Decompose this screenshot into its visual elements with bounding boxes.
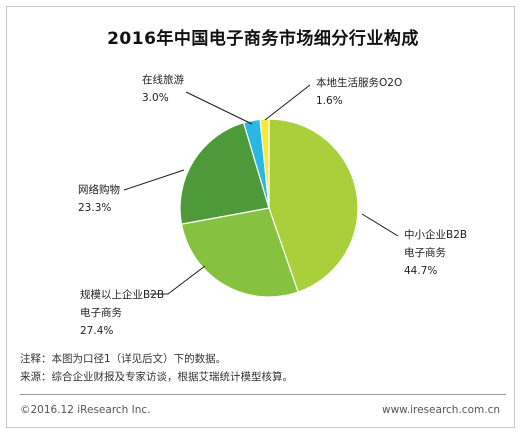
slice-category-label: 网络购物: [78, 183, 120, 196]
leader-line: [150, 265, 206, 295]
slice-category-label: 本地生活服务O2O: [316, 76, 402, 89]
slice-category-label: 电子商务: [404, 246, 446, 259]
leader-line: [264, 84, 311, 121]
website-text: www.iresearch.com.cn: [381, 404, 500, 416]
slice-category-label: 电子商务: [80, 306, 122, 319]
pie-slice: [268, 118, 359, 293]
slice-value-label: 3.0%: [142, 92, 169, 104]
leader-line: [123, 169, 185, 191]
slice-category-label: 规模以上企业B2B: [80, 288, 164, 301]
slice-category-label: 在线旅游: [142, 73, 184, 86]
slice-value-label: 44.7%: [404, 265, 437, 277]
pie-slice: [259, 118, 270, 209]
leader-line: [361, 213, 399, 237]
slice-category-label: 中小企业B2B: [404, 228, 467, 241]
note-text: 注释：本图为口径1（详见后文）下的数据。: [20, 353, 227, 365]
notes-block: 注释：本图为口径1（详见后文）下的数据。 来源：综合企业财报及专家访谈，根据艾瑞…: [20, 350, 293, 386]
footer-divider: [20, 394, 506, 395]
pie-slice: [180, 207, 299, 298]
source-text: 来源：综合企业财报及专家访谈，根据艾瑞统计模型核算。: [20, 371, 293, 383]
copyright-text: ©2016.12 iResearch Inc.: [20, 404, 151, 416]
chart-title: 2016年中国电子商务市场细分行业构成: [107, 29, 419, 49]
pie-slice: [179, 121, 270, 225]
leader-line: [185, 91, 253, 125]
slice-value-label: 1.6%: [316, 95, 343, 107]
slice-value-label: 27.4%: [80, 325, 113, 337]
slice-value-label: 23.3%: [78, 202, 111, 214]
